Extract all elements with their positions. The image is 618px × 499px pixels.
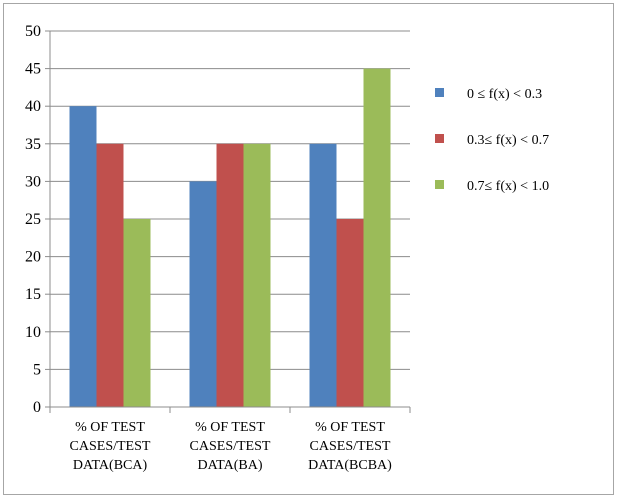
y-tick-label: 35 <box>25 136 41 153</box>
y-tick-label: 40 <box>25 98 41 115</box>
legend-label: 0.7≤ f(x) < 1.0 <box>467 179 549 194</box>
legend: 0 ≤ f(x) < 0.3 0.3≤ f(x) < 0.7 0.7≤ f(x) <… <box>435 87 549 194</box>
y-tick-label: 45 <box>25 61 41 78</box>
bar <box>69 106 97 407</box>
x-category-label: % OF TEST <box>195 420 265 435</box>
x-category-label: DATA(BCA) <box>73 458 148 473</box>
legend-swatch <box>435 134 444 143</box>
y-tick-label: 15 <box>25 286 41 303</box>
legend-label: 0.3≤ f(x) < 0.7 <box>467 133 549 148</box>
bar <box>309 143 337 408</box>
y-tick-labels: 0 5 10 15 20 25 30 35 40 45 50 <box>25 23 41 416</box>
legend-label: 0 ≤ f(x) < 0.3 <box>467 87 542 102</box>
bar <box>96 143 124 408</box>
x-category-label: % OF TEST <box>75 420 145 435</box>
y-tick-label: 50 <box>25 23 41 40</box>
bar <box>123 219 151 407</box>
bar <box>189 181 217 407</box>
legend-swatch <box>435 180 444 189</box>
bar <box>216 143 244 408</box>
x-category-labels: % OF TEST CASES/TEST DATA(BCA) % OF TEST CAS… <box>70 420 393 473</box>
y-tick-label: 0 <box>33 399 41 416</box>
x-category-label: % OF TEST <box>315 420 385 435</box>
x-category-label: CASES/TEST <box>70 439 151 454</box>
legend-swatch <box>435 88 444 97</box>
x-category-label: DATA(BA) <box>198 458 263 473</box>
y-tick-label: 25 <box>25 211 41 228</box>
bar <box>363 68 391 407</box>
x-category-label: CASES/TEST <box>190 439 271 454</box>
bar <box>243 143 271 408</box>
x-category-label: DATA(BCBA) <box>308 458 392 473</box>
y-tick-label: 10 <box>25 324 41 341</box>
x-category-label: CASES/TEST <box>310 439 391 454</box>
axes <box>45 30 411 413</box>
y-tick-label: 30 <box>25 173 41 190</box>
y-tick-label: 20 <box>25 249 41 266</box>
y-tick-label: 5 <box>33 361 41 378</box>
bar <box>336 219 364 407</box>
bars <box>69 68 391 408</box>
